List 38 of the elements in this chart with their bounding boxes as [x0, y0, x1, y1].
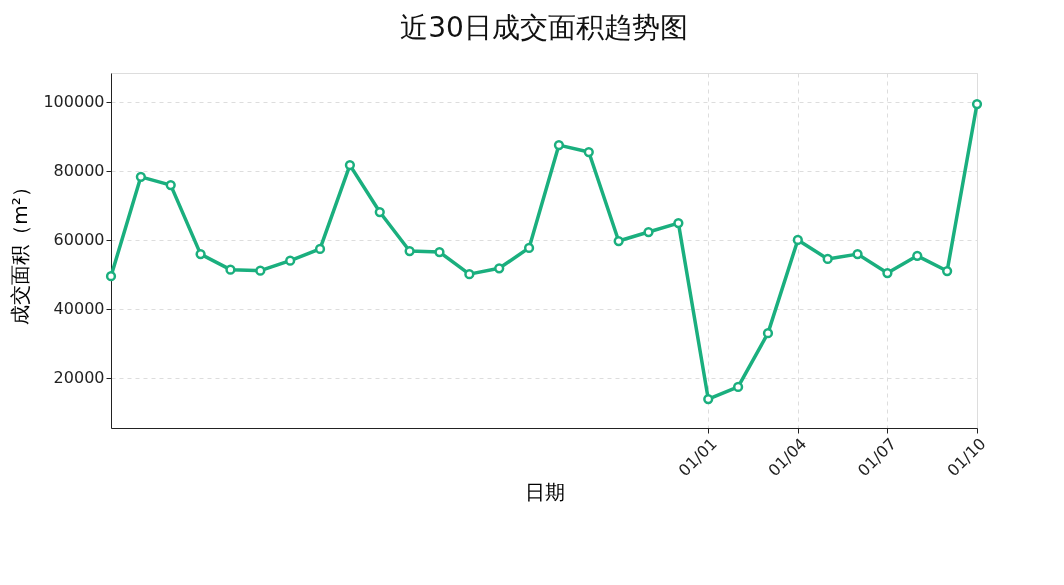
point	[942, 265, 953, 277]
point	[135, 171, 146, 182]
point	[374, 206, 385, 218]
point	[285, 255, 296, 266]
point	[912, 250, 923, 261]
point	[852, 249, 863, 260]
chart-title: 近30日成交面积趋势图	[400, 11, 688, 44]
point	[494, 263, 505, 274]
y-tick-label: 60000	[53, 230, 105, 250]
point	[434, 246, 445, 258]
y-tick-label: 20000	[53, 368, 105, 388]
y-tick-label: 80000	[53, 161, 105, 181]
point	[613, 235, 624, 247]
point	[673, 217, 684, 229]
point	[523, 242, 535, 254]
point	[404, 245, 415, 257]
point	[105, 271, 117, 282]
point	[703, 393, 714, 405]
y-tick-label: 40000	[53, 299, 105, 319]
point	[464, 269, 475, 280]
point	[732, 381, 744, 393]
point	[225, 264, 236, 275]
point	[643, 226, 654, 238]
point	[255, 265, 266, 276]
point	[822, 253, 833, 265]
point	[971, 98, 983, 110]
y-tick-label: 100000	[43, 92, 105, 112]
x-axis-title: 日期	[524, 480, 565, 505]
point	[165, 180, 176, 191]
point	[882, 267, 893, 279]
point	[762, 328, 774, 339]
point	[195, 249, 206, 260]
point	[792, 234, 803, 246]
point	[314, 243, 326, 255]
point	[553, 139, 565, 151]
point	[583, 146, 594, 158]
point	[344, 160, 356, 171]
y-axis-title: 成交面积（m²）	[8, 177, 33, 325]
